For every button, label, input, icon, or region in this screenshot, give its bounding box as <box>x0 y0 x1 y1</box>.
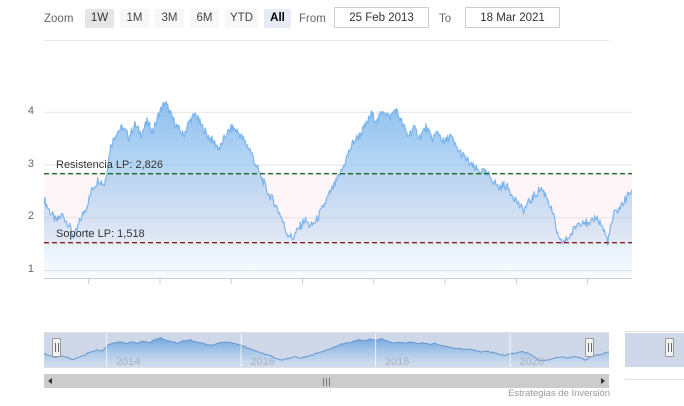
navigator-left-handle[interactable] <box>52 338 61 357</box>
range-button-1w[interactable]: 1W <box>85 9 114 28</box>
gridline <box>44 164 632 166</box>
gridline <box>44 111 632 113</box>
x-axis-tick <box>159 278 161 284</box>
x-axis-tick <box>88 278 90 284</box>
zoom-label: Zoom <box>44 13 74 25</box>
navigator-line <box>43 336 610 362</box>
navigator-area-fill <box>44 337 609 366</box>
scroll-left-arrow[interactable] <box>44 374 58 388</box>
x-axis-tick <box>230 278 232 284</box>
from-label: From <box>299 13 326 25</box>
triangle-right-icon <box>601 377 605 384</box>
y-axis-tick-4: 4 <box>27 104 34 117</box>
clipped-navigator-fragment <box>625 330 684 388</box>
x-axis-tick <box>587 278 589 284</box>
from-date-input[interactable]: 25 Feb 2013 <box>334 7 429 28</box>
to-label: To <box>439 13 452 25</box>
scroll-right-arrow[interactable] <box>595 374 609 388</box>
x-axis-tick <box>373 278 375 284</box>
range-button-3m[interactable]: 3M <box>155 9 184 28</box>
x-axis-tick <box>444 278 446 284</box>
navigator-year-2014: 2014 <box>115 356 141 368</box>
y-axis-tick-3: 3 <box>27 157 34 170</box>
y-axis-tick-2: 2 <box>27 210 34 223</box>
navigator-bottom-border <box>44 367 609 368</box>
axis-ticks <box>44 278 632 284</box>
horizontal-scrollbar[interactable] <box>44 374 609 388</box>
range-button-6m[interactable]: 6M <box>190 9 219 28</box>
navigator-separator <box>106 333 108 367</box>
fragment-top-rule <box>625 331 684 332</box>
fragment-handle[interactable] <box>665 338 674 357</box>
navigator-top-border <box>44 332 609 333</box>
price-area-fill <box>44 101 632 278</box>
range-button-1m[interactable]: 1M <box>120 9 149 28</box>
x-axis-tick <box>302 278 303 284</box>
navigator-year-2016: 2016 <box>250 356 275 368</box>
support-resistance-lines <box>44 173 632 244</box>
navigator-mini-chart[interactable] <box>0 330 684 375</box>
fragment-bottom-rule <box>625 379 684 380</box>
navigator-separator <box>509 333 511 367</box>
to-date-input[interactable]: 18 Mar 2021 <box>465 7 560 28</box>
price-line <box>44 101 632 246</box>
navigator[interactable]: 2014 2016 2018 2020 <box>0 330 684 375</box>
y-axis-tick-1: 1 <box>27 263 34 276</box>
range-selector-toolbar: Zoom 1W 1M 3M 6M YTD All From 25 Feb 2013 To … <box>0 0 684 38</box>
navigator-ticks <box>106 333 511 367</box>
scrollbar-thumb[interactable] <box>58 374 595 388</box>
x-axis-line <box>44 278 632 279</box>
toolbar-divider <box>44 40 609 41</box>
range-button-ytd[interactable]: YTD <box>225 9 258 28</box>
fragment-selection-band <box>625 333 684 367</box>
grip-icon <box>322 378 331 386</box>
navigator-separator <box>240 333 242 367</box>
navigator-year-2018: 2018 <box>384 356 410 368</box>
credits-link[interactable]: Estrategias de Inversión <box>508 388 610 399</box>
navigator-separator <box>375 333 377 367</box>
resistance-annotation-label: Resistencia LP: 2,826 <box>56 158 164 171</box>
navigator-year-2020: 2020 <box>519 356 544 368</box>
triangle-left-icon <box>48 377 52 384</box>
support-annotation-label: Soporte LP: 1,518 <box>56 227 145 240</box>
x-axis-tick <box>515 278 517 284</box>
price-area-chart[interactable] <box>0 48 684 344</box>
range-button-all[interactable]: All <box>264 9 291 28</box>
navigator-right-handle[interactable] <box>585 338 594 357</box>
